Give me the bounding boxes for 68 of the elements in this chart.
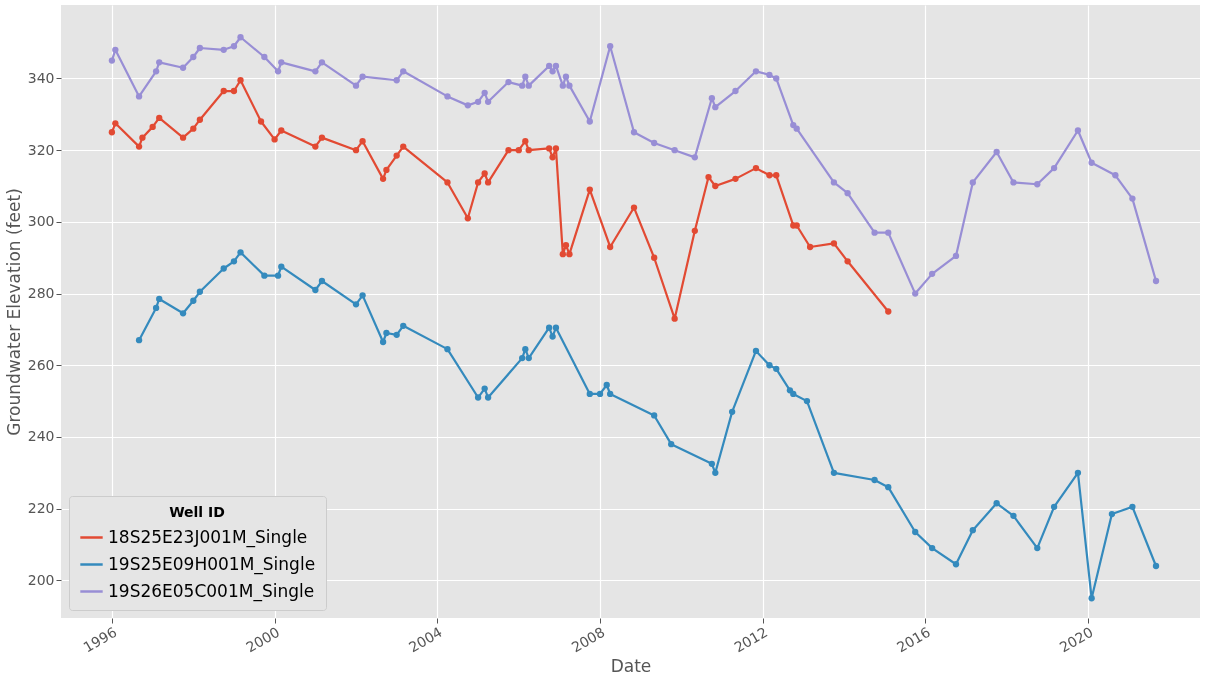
point: [885, 308, 892, 315]
y-tick-label: 240: [27, 428, 55, 445]
point: [630, 204, 638, 211]
point: [549, 154, 556, 161]
point: [257, 118, 265, 125]
point: [278, 127, 285, 134]
point: [139, 134, 146, 141]
point: [108, 129, 116, 136]
point: [318, 134, 326, 141]
point: [522, 138, 529, 145]
point: [691, 227, 698, 234]
point: [383, 166, 390, 174]
point: [352, 147, 360, 154]
point: [474, 179, 482, 186]
point: [359, 138, 366, 145]
point: [464, 215, 471, 222]
y-tick-label: 220: [27, 500, 55, 517]
y-tick-label: 340: [27, 69, 55, 86]
point: [651, 254, 658, 261]
legend-label: 19S26E05C001M_Single: [108, 580, 315, 602]
point: [220, 87, 227, 95]
point: [179, 134, 187, 141]
point: [525, 147, 532, 154]
point: [505, 147, 512, 154]
legend-label: 18S25E23J001M_Single: [108, 526, 308, 548]
point: [586, 186, 593, 193]
point: [806, 243, 814, 251]
point: [671, 315, 678, 322]
point: [552, 145, 560, 152]
point: [237, 77, 244, 84]
x-axis-title: Date: [610, 656, 652, 677]
y-tick-label: 200: [27, 571, 55, 588]
point: [149, 123, 156, 131]
point: [481, 170, 488, 177]
point: [271, 136, 278, 143]
point: [562, 242, 570, 249]
point: [566, 250, 573, 258]
y-tick-label: 280: [27, 285, 55, 302]
point: [379, 175, 387, 183]
y-tick-label: 300: [27, 213, 55, 230]
point: [190, 125, 197, 132]
point: [400, 143, 407, 150]
point: [607, 243, 614, 251]
point: [484, 179, 492, 186]
point: [444, 179, 451, 186]
point: [559, 250, 566, 258]
point: [830, 240, 838, 247]
legend-title: Well ID: [169, 504, 225, 520]
point: [732, 175, 739, 183]
point: [312, 143, 319, 150]
legend-label: 19S25E09H001M_Single: [108, 553, 316, 575]
point: [773, 172, 780, 179]
point: [705, 173, 712, 181]
point: [545, 145, 553, 152]
point: [515, 147, 522, 154]
point: [112, 120, 119, 127]
y-tick-label: 320: [27, 141, 55, 158]
y-axis-title: Groundwater Elevation (feet): [3, 188, 24, 436]
y-tick-label: 260: [27, 356, 55, 373]
point: [712, 182, 719, 190]
point: [766, 172, 773, 179]
point: [844, 258, 851, 265]
point: [752, 164, 760, 172]
point: [393, 152, 400, 159]
point: [230, 87, 238, 95]
point: [135, 143, 143, 150]
point: [156, 114, 163, 122]
point: [196, 116, 204, 123]
